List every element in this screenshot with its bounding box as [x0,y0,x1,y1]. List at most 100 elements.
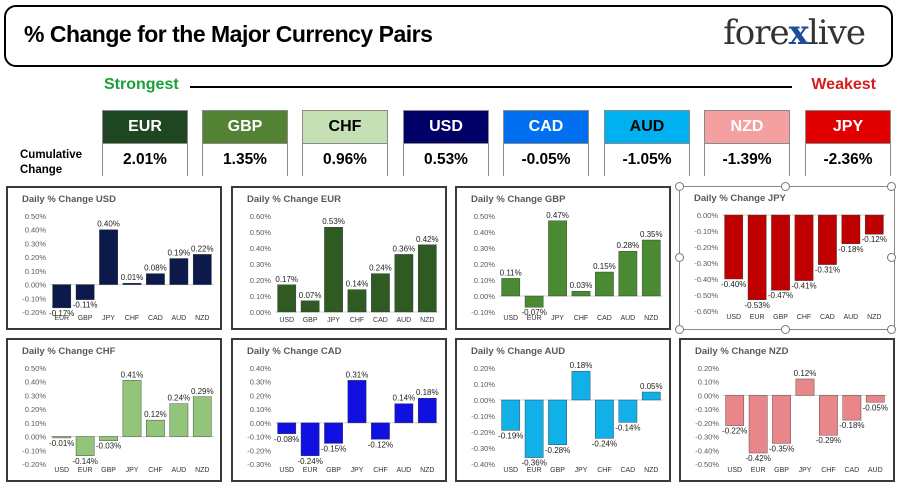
y-tick-label: -0.10% [247,433,271,442]
cumulative-label-line2: Change [20,164,63,176]
bar [300,300,320,313]
y-tick-label: 0.10% [250,405,272,414]
y-tick-label: 0.10% [25,419,47,428]
bar [169,403,189,437]
data-label: -0.12% [862,235,887,244]
data-label: -0.12% [368,440,393,449]
data-label: -0.35% [769,444,794,453]
y-tick-label: 0.40% [250,244,272,253]
resize-handle[interactable] [781,182,790,191]
y-tick-label: 0.00% [250,419,272,428]
category-label: EUR [54,315,69,322]
chart-panel-jpy[interactable]: Daily % Change JPY 0.00% -0.10% -0.20% -0.30… [675,182,896,334]
currency-code: JPY [806,111,890,143]
bar [725,395,745,426]
y-tick-label: 0.40% [474,228,496,237]
category-label: AUD [620,315,635,322]
chart-panel-nzd: Daily % Change NZD 0.20% 0.10% 0.00% -0.10% -… [679,338,895,482]
data-label: -0.24% [592,439,617,448]
y-tick-label: 0.00% [250,308,272,317]
category-label: EUR [527,467,542,474]
data-label: -0.11% [73,301,98,310]
bar [724,214,744,280]
data-label: -0.05% [863,403,888,412]
data-label: 0.14% [393,394,416,403]
y-tick-label: 0.00% [25,281,47,290]
resize-handle[interactable] [675,325,684,334]
bar [748,395,768,454]
chart-panel-gbp: Daily % Change GBP 0.50% 0.40% 0.30% 0.20% 0.… [455,186,671,330]
y-tick-label: -0.10% [695,405,719,414]
chart-title: Daily % Change NZD [695,346,789,357]
category-label: EUR [750,314,765,321]
category-label: JPY [327,317,340,324]
data-label: -0.17% [49,309,74,318]
bar [641,239,661,297]
cumulative-value: -1.39% [705,143,789,176]
category-label: NZD [644,467,658,474]
y-tick-label: -0.30% [471,444,495,453]
category-label: CHF [574,315,588,322]
category-label: CHF [125,315,139,322]
resize-handle[interactable] [887,253,896,262]
chart-panel-eur: Daily % Change EUR 0.60% 0.50% 0.40% 0.30% 0.… [231,186,447,330]
category-label: CAD [620,467,635,474]
y-tick-label: -0.40% [695,446,719,455]
bar-chart: 0.20% 0.10% 0.00% -0.10% -0.20% -0.30% -0.40% -… [695,364,888,474]
y-tick-label: -0.30% [694,259,718,268]
bar [371,273,390,313]
y-tick-label: 0.30% [250,260,272,269]
chart-panel-usd: Daily % Change USD 0.50% 0.40% 0.30% 0.20% 0.… [6,186,222,330]
category-label: GBP [101,467,116,474]
y-tick-label: 0.30% [474,244,496,253]
data-label: -0.03% [96,442,121,451]
category-label: JPY [351,467,364,474]
y-tick-label: 0.00% [25,433,47,442]
y-tick-label: -0.10% [471,412,495,421]
data-label: 0.19% [168,249,191,258]
category-label: EUR [527,315,542,322]
bar [52,436,72,439]
data-label: -0.31% [815,266,840,275]
bar [864,214,884,235]
bar [347,380,367,424]
chart-panel-chf: Daily % Change CHF 0.50% 0.40% 0.30% 0.20% 0.… [6,338,222,482]
y-tick-label: 0.30% [250,378,272,387]
resize-handle[interactable] [675,253,684,262]
y-tick-label: -0.60% [694,307,718,316]
category-label: JPY [575,467,588,474]
bar-chart: 0.60% 0.50% 0.40% 0.30% 0.20% 0.10% 0.00% 0.17%… [250,212,439,324]
category-label: AUD [396,467,411,474]
resize-handle[interactable] [887,182,896,191]
y-tick-label: 0.20% [25,253,47,262]
category-label: USD [279,467,294,474]
resize-handle[interactable] [887,325,896,334]
category-label: JPY [551,315,564,322]
data-label: 0.53% [322,217,345,226]
data-label: 0.31% [346,370,369,379]
bar [324,227,343,313]
y-tick-label: 0.50% [250,228,272,237]
data-label: -0.24% [297,457,322,466]
category-label: GBP [326,467,341,474]
data-label: 0.24% [168,394,191,403]
y-tick-label: -0.10% [694,227,718,236]
data-label: 0.40% [97,220,120,229]
page-title: % Change for the Major Currency Pairs [24,21,433,47]
resize-handle[interactable] [781,325,790,334]
bar [865,395,885,403]
data-label: -0.28% [545,446,570,455]
cumulative-label-line1: Cumulative [20,149,82,161]
bar [618,251,638,297]
resize-handle[interactable] [675,182,684,191]
cumulative-value: -0.05% [504,143,588,176]
bar [277,422,297,435]
currency-code: GBP [203,111,287,143]
bar [52,284,72,309]
y-tick-label: 0.40% [250,364,272,373]
currency-code: AUD [605,111,689,143]
bar [524,399,544,458]
bar [394,254,414,313]
category-label: JPY [102,315,115,322]
y-tick-label: -0.10% [471,308,495,317]
